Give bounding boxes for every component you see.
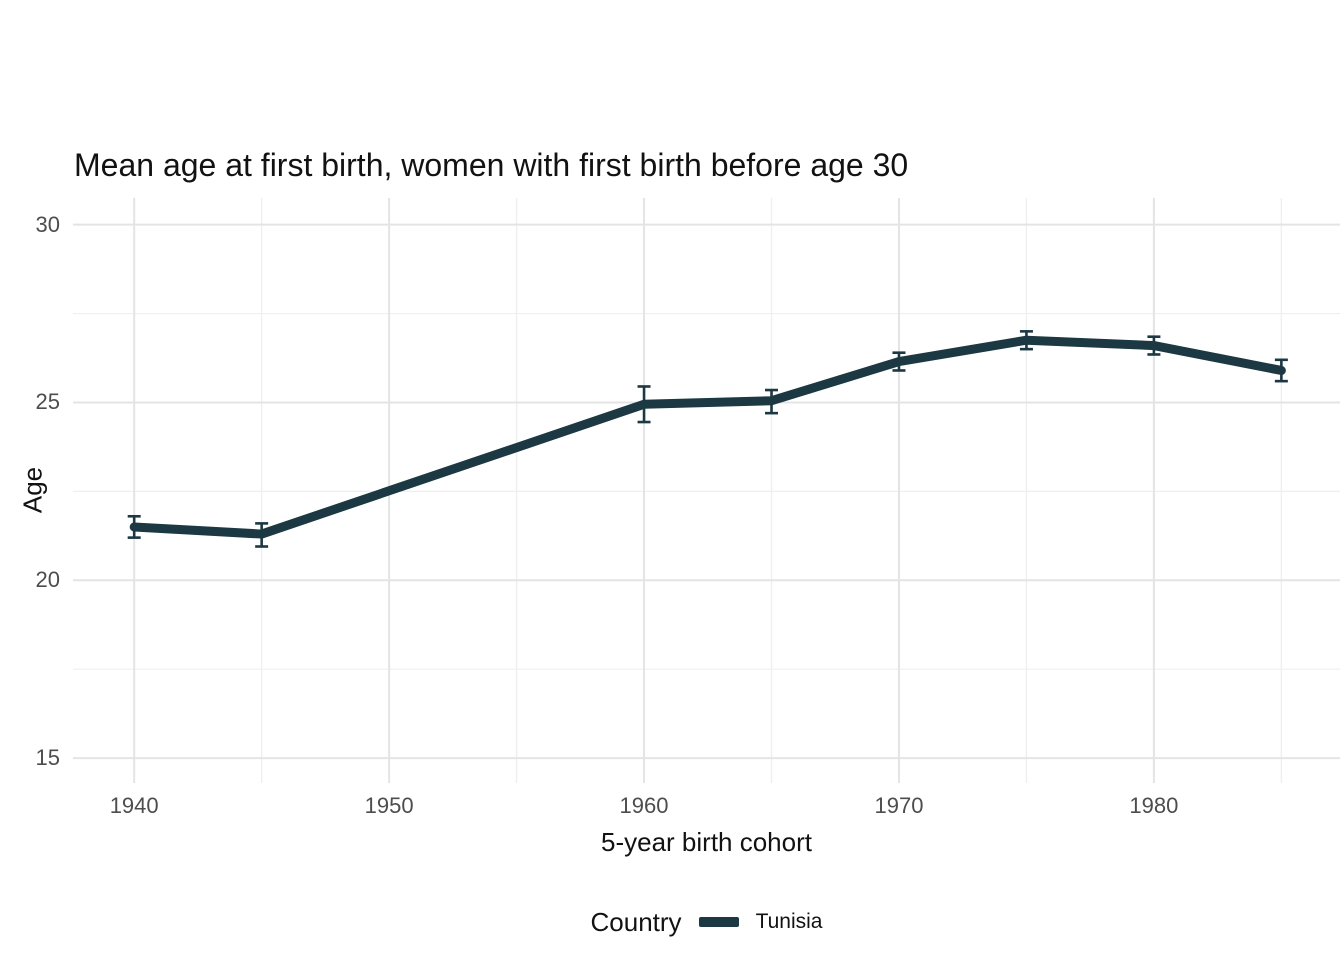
x-axis-title: 5-year birth cohort [601,827,812,857]
legend-key-swatch [698,917,739,927]
y-tick-label: 15 [35,745,60,771]
y-tick-label: 20 [35,567,60,593]
x-tick-label: 1980 [1129,793,1179,818]
x-tick-label: 1950 [364,793,414,818]
chart-title: Mean age at first birth, women with firs… [74,147,909,183]
y-tick-label: 25 [35,389,60,415]
legend-title: Country [590,906,682,937]
x-tick-label: 1970 [874,793,924,818]
legend-item-label: Tunisia [755,910,823,933]
y-tick-label: 30 [35,211,60,237]
y-axis-title: Age [17,466,48,514]
legend: Country Tunisia [73,903,1340,941]
x-tick-label: 1940 [109,793,159,818]
data-line-tunisia [129,335,1286,539]
x-tick-label: 1960 [619,793,669,818]
